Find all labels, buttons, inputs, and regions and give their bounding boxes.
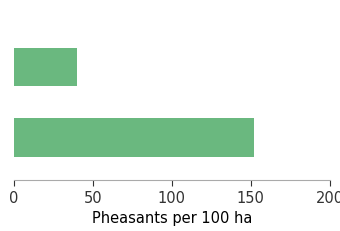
Bar bbox=[14, 118, 254, 157]
Bar bbox=[14, 48, 77, 86]
X-axis label: Pheasants per 100 ha: Pheasants per 100 ha bbox=[91, 211, 252, 226]
